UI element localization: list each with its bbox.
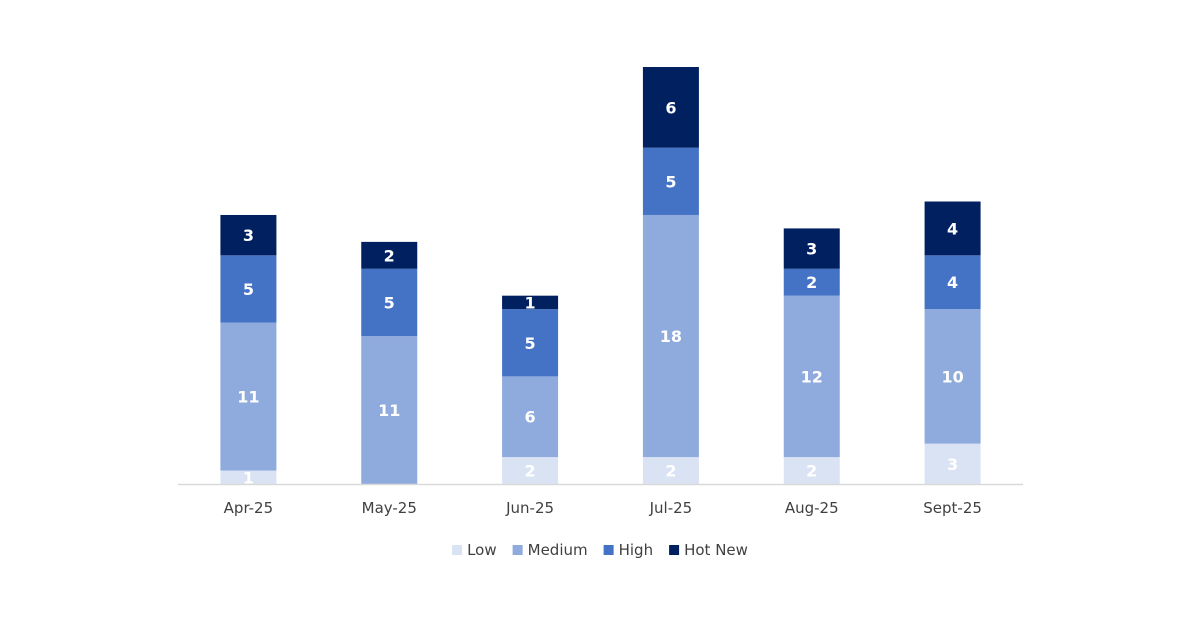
bar-hot-new-jun-25 xyxy=(502,295,559,310)
data-label-low-apr-25: 1 xyxy=(243,468,254,487)
data-label-medium-jun-25: 6 xyxy=(525,408,536,427)
bar-high-apr-25 xyxy=(220,255,277,323)
data-label-hot-new-aug-25: 3 xyxy=(806,240,817,259)
data-label-low-aug-25: 2 xyxy=(806,462,817,481)
legend: Low Medium High Hot New xyxy=(452,541,748,559)
data-label-hot-new-jun-25: 1 xyxy=(525,293,536,312)
bar-medium-jun-25 xyxy=(502,376,559,458)
data-label-high-may-25: 5 xyxy=(384,293,395,312)
bar-low-aug-25 xyxy=(783,457,840,484)
data-label-hot-new-jul-25: 6 xyxy=(665,98,676,117)
bar-medium-aug-25 xyxy=(783,295,840,458)
data-label-hot-new-apr-25: 3 xyxy=(243,226,254,245)
bar-medium-sept-25 xyxy=(924,309,981,444)
x-tick-label-jul-25: Jul-25 xyxy=(649,499,693,517)
bar-high-sept-25 xyxy=(924,255,981,310)
bar-hot-new-may-25 xyxy=(361,241,418,269)
data-label-high-aug-25: 2 xyxy=(806,273,817,292)
bar-low-sept-25 xyxy=(924,443,981,484)
bar-medium-jul-25 xyxy=(642,214,699,458)
data-label-high-jul-25: 5 xyxy=(665,172,676,191)
legend-label-high: High xyxy=(619,541,653,559)
legend-label-hot-new: Hot New xyxy=(684,541,748,559)
legend-label-medium: Medium xyxy=(528,541,588,559)
legend-item-hot-new: Hot New xyxy=(669,541,748,559)
bar-hot-new-apr-25 xyxy=(220,214,277,256)
data-label-low-jun-25: 2 xyxy=(525,462,536,481)
bar-hot-new-aug-25 xyxy=(783,228,840,269)
bar-high-jun-25 xyxy=(502,309,559,377)
x-tick-labels: Apr-25 May-25 Jun-25 Jul-25 Aug-25 Sept-25 xyxy=(224,499,982,517)
bar-hot-new-jul-25 xyxy=(642,67,699,148)
data-label-medium-may-25: 11 xyxy=(378,401,400,420)
bar-medium-may-25 xyxy=(361,336,418,484)
legend-label-low: Low xyxy=(467,541,497,559)
x-tick-label-aug-25: Aug-25 xyxy=(785,499,839,517)
bar-low-jun-25 xyxy=(502,457,559,484)
bar-low-jul-25 xyxy=(642,457,699,484)
x-tick-label-jun-25: Jun-25 xyxy=(505,499,554,517)
legend-swatch-hot-new xyxy=(669,545,680,555)
data-label-hot-new-may-25: 2 xyxy=(384,246,395,265)
legend-swatch-medium xyxy=(512,545,523,555)
bar-high-may-25 xyxy=(361,268,418,337)
data-label-medium-sept-25: 10 xyxy=(941,367,963,386)
legend-swatch-low xyxy=(452,545,463,555)
bar-high-aug-25 xyxy=(783,268,840,296)
x-tick-label-sept-25: Sept-25 xyxy=(923,499,982,517)
bar-medium-apr-25 xyxy=(220,322,277,471)
x-tick-label-apr-25: Apr-25 xyxy=(224,499,274,517)
x-tick-label-may-25: May-25 xyxy=(362,499,417,517)
bars-layer xyxy=(220,67,981,484)
data-label-medium-aug-25: 12 xyxy=(801,367,823,386)
data-label-high-sept-25: 4 xyxy=(947,273,958,292)
legend-swatch-high xyxy=(603,545,614,555)
bar-low-apr-25 xyxy=(220,470,277,484)
legend-item-high: High xyxy=(603,541,653,559)
data-label-medium-jul-25: 18 xyxy=(660,327,682,346)
data-label-hot-new-sept-25: 4 xyxy=(947,219,958,238)
bar-hot-new-sept-25 xyxy=(924,201,981,256)
legend-item-low: Low xyxy=(452,541,497,559)
legend-item-medium: Medium xyxy=(512,541,588,559)
data-label-high-jun-25: 5 xyxy=(525,334,536,353)
data-label-medium-apr-25: 11 xyxy=(237,388,259,407)
data-label-low-sept-25: 3 xyxy=(947,455,958,474)
data-label-low-jul-25: 2 xyxy=(665,462,676,481)
bar-high-jul-25 xyxy=(642,147,699,215)
data-label-high-apr-25: 5 xyxy=(243,280,254,299)
